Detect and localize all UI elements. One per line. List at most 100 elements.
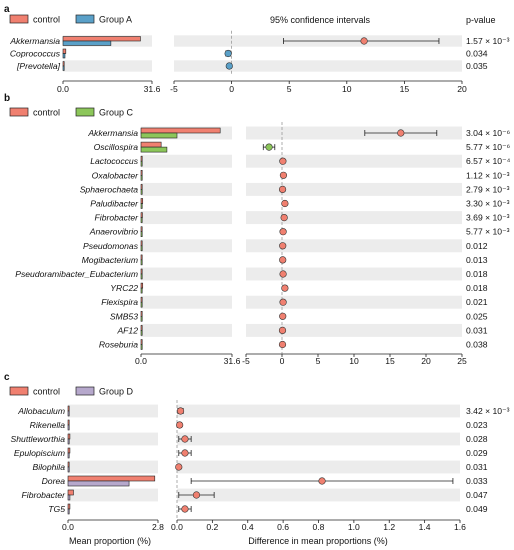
pvalue: 0.021 bbox=[466, 297, 488, 307]
panel-label: b bbox=[4, 93, 10, 104]
taxon-label: SMB53 bbox=[110, 311, 138, 321]
bar-group bbox=[140, 287, 143, 294]
pvalue: 3.04 × 10⁻⁶ bbox=[466, 128, 511, 138]
taxon-label: YRC22 bbox=[110, 283, 138, 293]
bar-control bbox=[140, 339, 143, 345]
pvalue: 5.77 × 10⁻³ bbox=[466, 227, 510, 237]
bar-group bbox=[140, 132, 178, 139]
bar-group bbox=[140, 217, 143, 223]
diff-tick-label: 5 bbox=[316, 356, 321, 366]
row-band bbox=[177, 460, 460, 474]
diff-tick-label: -5 bbox=[170, 84, 178, 94]
row-band bbox=[68, 404, 158, 418]
pvalue: 0.031 bbox=[466, 462, 488, 472]
legend-swatch bbox=[75, 107, 95, 117]
diff-tick-label: 0 bbox=[229, 84, 234, 94]
row-band bbox=[177, 488, 460, 502]
panel-b: b control Group C Akkermansia 3.04 × 10⁻⁶ Osc… bbox=[4, 93, 511, 366]
legend: control Group A bbox=[9, 14, 132, 25]
diff-point bbox=[318, 477, 326, 485]
bar-group bbox=[140, 315, 143, 322]
legend-swatch bbox=[9, 107, 29, 117]
taxon-label: Akkermansia bbox=[87, 128, 138, 138]
row-band bbox=[246, 182, 462, 196]
diff-tick-label: 1.0 bbox=[348, 522, 360, 532]
taxon-label: Pseudomonas bbox=[83, 241, 139, 251]
bar-control bbox=[67, 461, 70, 468]
bar-control bbox=[140, 240, 143, 247]
bar-group bbox=[67, 452, 70, 459]
diff-point bbox=[265, 143, 273, 151]
diff-point bbox=[279, 270, 287, 278]
taxon-label: Flexispira bbox=[101, 297, 138, 307]
diff-tick-label: 15 bbox=[400, 84, 410, 94]
row-band bbox=[68, 460, 158, 474]
mean-axis-title: Mean proportion (%) bbox=[69, 536, 151, 546]
diff-point bbox=[278, 340, 287, 349]
bar-control bbox=[67, 503, 71, 510]
row-band bbox=[141, 211, 232, 225]
pvalue: 0.018 bbox=[466, 283, 488, 293]
bar-group bbox=[67, 438, 70, 445]
bar-group bbox=[67, 480, 130, 487]
pvalue: 0.049 bbox=[466, 504, 488, 514]
panel-c: c control Group D Allobaculum 3.42 × 10⁻³ Rik… bbox=[4, 372, 510, 532]
pvalue: 3.30 × 10⁻³ bbox=[466, 199, 510, 209]
legend-entry: control bbox=[33, 15, 60, 25]
diff-tick-label: 20 bbox=[421, 356, 431, 366]
bar-tick-label: 0.0 bbox=[57, 84, 69, 94]
diff-tick-label: 0.8 bbox=[313, 522, 325, 532]
bar-control bbox=[67, 405, 70, 412]
legend-entry: control bbox=[33, 108, 60, 118]
bar-group bbox=[140, 301, 143, 308]
diff-point bbox=[176, 421, 184, 429]
diff-tick-label: 25 bbox=[457, 356, 467, 366]
bar-control bbox=[67, 489, 74, 496]
bar-group bbox=[140, 273, 143, 280]
bar-group bbox=[140, 203, 143, 209]
taxon-label: Oxalobacter bbox=[92, 170, 139, 180]
row-band bbox=[68, 488, 158, 502]
taxon-label: Paludibacter bbox=[90, 199, 139, 209]
bar-control bbox=[140, 296, 143, 303]
row-band bbox=[141, 323, 232, 337]
diff-tick-label: 10 bbox=[342, 84, 352, 94]
bar-control bbox=[67, 447, 71, 454]
bar-control bbox=[67, 475, 156, 482]
diff-tick-label: 0 bbox=[280, 356, 285, 366]
legend-swatch bbox=[75, 14, 95, 24]
bar-group bbox=[140, 160, 143, 167]
legend-entry: control bbox=[33, 387, 60, 397]
taxon-label: Fibrobacter bbox=[22, 490, 67, 500]
diff-point bbox=[181, 449, 189, 457]
row-band bbox=[246, 126, 462, 140]
row-band bbox=[141, 154, 232, 168]
diff-point bbox=[397, 129, 405, 137]
pvalue: 5.77 × 10⁻⁶ bbox=[466, 142, 511, 152]
bar-group bbox=[140, 259, 143, 266]
diff-point bbox=[281, 199, 289, 208]
row-band bbox=[246, 323, 462, 337]
pvalue-header: p-value bbox=[466, 15, 496, 25]
diff-point bbox=[279, 228, 287, 236]
row-band bbox=[141, 267, 232, 281]
pvalue: 0.047 bbox=[466, 490, 488, 500]
taxon-label: Coprococcus bbox=[10, 49, 61, 59]
bar-tick-label: 2.8 bbox=[152, 522, 164, 532]
diff-point bbox=[181, 435, 189, 443]
bar-control bbox=[140, 325, 143, 331]
bar-tick-label: 31.6 bbox=[144, 84, 161, 94]
panel-a: a control Group A 95% confidence intervals p… bbox=[4, 4, 510, 94]
bar-group bbox=[67, 410, 70, 417]
bar-control bbox=[140, 141, 162, 148]
taxon-label: Anaerovibrio bbox=[89, 227, 138, 237]
row-band bbox=[246, 239, 462, 253]
bar-control bbox=[67, 419, 70, 426]
legend-swatch bbox=[9, 386, 29, 396]
diff-tick-label: 10 bbox=[349, 356, 359, 366]
legend-entry: Group A bbox=[99, 15, 132, 25]
pvalue: 0.035 bbox=[466, 61, 488, 71]
legend: control Group C bbox=[9, 107, 134, 118]
panel-label: c bbox=[4, 372, 10, 383]
